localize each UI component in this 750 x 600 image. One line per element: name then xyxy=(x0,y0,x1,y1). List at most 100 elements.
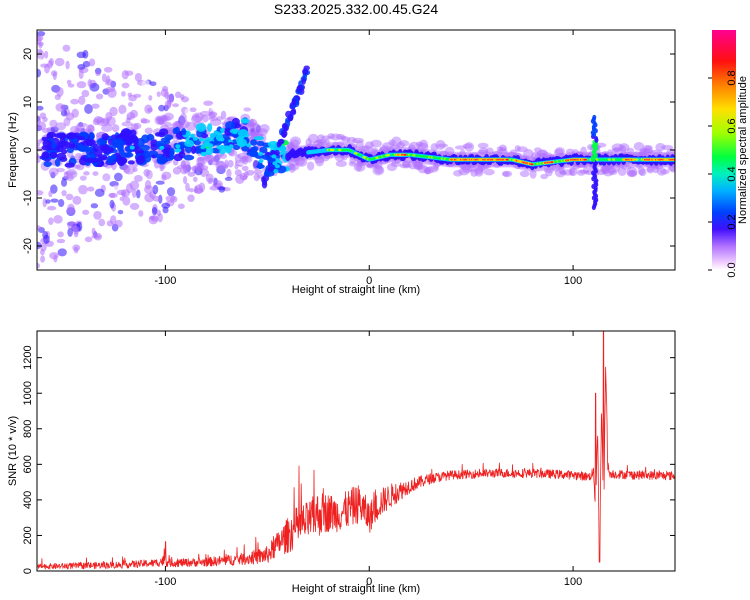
spectrogram-cell xyxy=(146,133,155,141)
spectrogram-cell xyxy=(386,153,391,157)
spectrogram-cell xyxy=(98,156,109,161)
spectrogram-cell xyxy=(185,182,190,192)
spectrogram-cell xyxy=(37,48,43,54)
spectrogram-cell xyxy=(335,160,347,167)
spectrogram-cell xyxy=(129,202,140,210)
spectrogram-cell xyxy=(37,225,41,230)
spectrogram-cell xyxy=(95,93,104,100)
spectrogram-cell xyxy=(197,156,207,167)
spectrogram-cell xyxy=(225,120,236,130)
spectrogram-cell xyxy=(67,227,73,237)
spectrogram-cell xyxy=(200,145,206,150)
spectrogram-cell xyxy=(161,174,167,181)
spectrogram-cell xyxy=(144,127,153,135)
spectrogram-cell xyxy=(50,184,58,194)
spectrogram-x-tick-label: 0 xyxy=(366,275,372,287)
spectrogram-cell xyxy=(291,98,297,106)
spectrogram-cell xyxy=(43,234,50,244)
spectrogram-cell xyxy=(164,140,171,145)
spectrogram-cell xyxy=(133,136,139,146)
spectrogram-cell xyxy=(109,199,115,209)
spectrogram-cell xyxy=(390,161,402,167)
spectrogram-cell xyxy=(90,203,99,209)
spectrogram-cell xyxy=(530,163,534,166)
spectrogram-cell xyxy=(523,149,534,159)
spectrogram-cell xyxy=(289,109,297,116)
spectrogram-cell xyxy=(246,151,258,157)
spectrogram-cell xyxy=(127,160,135,165)
spectrogram-cell xyxy=(101,133,109,141)
spectrogram-cell xyxy=(259,124,270,133)
spectrogram-cell xyxy=(55,103,65,112)
snr-background xyxy=(37,331,675,571)
spectrogram-cell xyxy=(348,161,357,167)
spectrogram-cell xyxy=(628,169,636,176)
spectrogram-cell xyxy=(53,215,63,224)
spectrogram-cell xyxy=(283,125,288,132)
spectrogram-cell xyxy=(63,117,71,127)
spectrogram-cell xyxy=(64,171,76,176)
spectrogram-cell xyxy=(124,139,133,146)
spectrogram-cell xyxy=(621,165,632,170)
spectrogram-cell xyxy=(234,169,242,177)
spectrogram-cell xyxy=(554,147,565,155)
spectrogram-cell xyxy=(182,176,188,185)
spectrogram-cell xyxy=(169,147,175,156)
spectrogram-cell xyxy=(502,171,510,177)
spectrogram-cell xyxy=(180,198,190,205)
spectrogram-cell xyxy=(40,63,49,68)
spectrogram-cell xyxy=(306,161,315,171)
spectrogram-cell xyxy=(241,155,249,165)
spectrogram-cell xyxy=(72,225,80,235)
spectrogram-cell xyxy=(519,170,530,178)
spectrogram-cell xyxy=(276,141,282,148)
spectrogram-cell xyxy=(204,146,214,156)
spectrogram-cell xyxy=(188,188,194,193)
spectrogram-cell xyxy=(68,143,76,149)
spectrogram-cell xyxy=(127,102,134,107)
spectrogram-cell xyxy=(514,145,521,152)
spectrogram-cell xyxy=(40,255,46,263)
spectrogram-cell xyxy=(261,176,266,183)
spectrogram-cell xyxy=(156,209,161,217)
spectrogram-cell xyxy=(45,199,51,204)
spectrogram-cell xyxy=(164,100,172,108)
spectrogram-cell xyxy=(432,156,436,159)
spectrogram-cell xyxy=(131,188,137,198)
spectrogram-cell xyxy=(195,123,207,132)
spectrogram-cell xyxy=(117,209,124,215)
spectrogram-cell xyxy=(84,139,96,147)
spectrogram-cell xyxy=(155,140,166,147)
snr-y-tick-label: 1200 xyxy=(22,345,34,369)
spectrogram-cell xyxy=(258,158,264,163)
spectrogram-y-label: Frequency (Hz) xyxy=(7,112,19,188)
snr-series-line xyxy=(37,331,675,570)
spectrogram-cell xyxy=(204,153,214,162)
spectrogram-cell xyxy=(94,188,105,198)
snr-y-label: SNR (10 * v/v) xyxy=(7,416,19,486)
spectrogram-cell xyxy=(48,190,53,198)
spectrogram-cell xyxy=(258,151,264,156)
snr-x-tick-label: -100 xyxy=(154,576,176,588)
spectrogram-cell xyxy=(219,147,227,155)
snr-y-tick-label: 600 xyxy=(22,455,34,473)
spectrogram-cell xyxy=(296,85,302,93)
spectrogram-cell xyxy=(56,152,67,161)
spectrogram-cell xyxy=(62,44,71,52)
spectrogram-cell xyxy=(138,210,144,217)
snr-y-tick-label: 200 xyxy=(22,526,34,544)
spectrogram-cell xyxy=(259,146,268,154)
spectrogram-cell xyxy=(129,145,135,150)
spectrogram-cell xyxy=(72,244,81,252)
spectrogram-cell xyxy=(176,164,188,170)
spectrogram-cell xyxy=(207,123,213,132)
spectrogram-cell xyxy=(569,167,578,176)
spectrogram-cell xyxy=(78,95,86,106)
colorbar: 0.0 0.2 0.4 0.6 0.8 Normalized spectral ampl… xyxy=(708,30,749,278)
spectrogram-cell xyxy=(119,131,131,137)
spectrogram-cell xyxy=(50,198,59,203)
spectrogram-cell xyxy=(608,170,618,176)
spectrogram-cell xyxy=(192,136,198,141)
spectrogram-cell xyxy=(210,104,215,111)
